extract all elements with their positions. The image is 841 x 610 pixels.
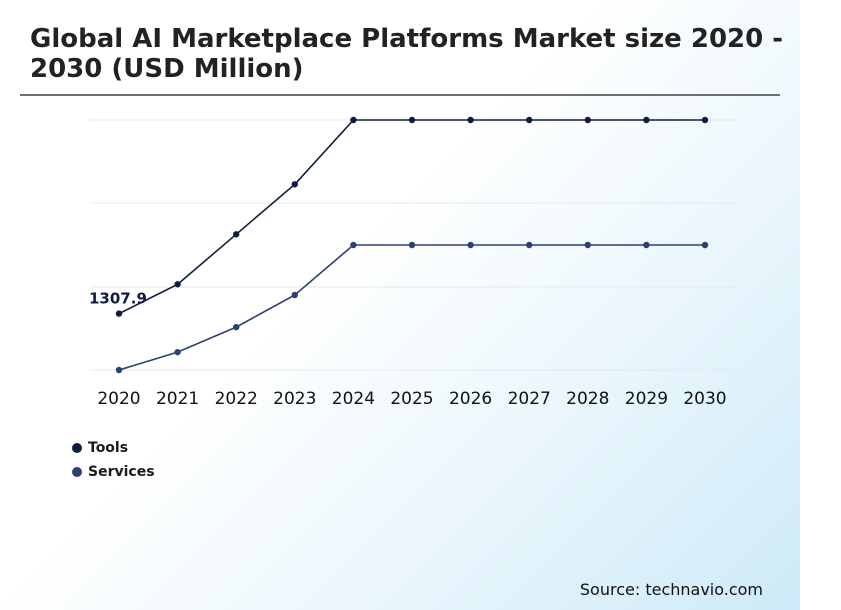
legend-item-services: Services (72, 460, 155, 484)
point-services-2021 (174, 349, 180, 355)
point-tools-2021 (174, 281, 180, 287)
point-services-2027 (526, 242, 532, 248)
point-services-2020 (116, 367, 122, 373)
point-tools-2020 (116, 310, 122, 316)
x-tick-2022: 2022 (215, 389, 258, 409)
x-tick-2020: 2020 (97, 389, 140, 409)
data-label-0: 1307.9 (89, 290, 147, 308)
x-tick-2029: 2029 (625, 389, 668, 409)
x-tick-2026: 2026 (449, 389, 492, 409)
point-tools-2029 (643, 117, 649, 123)
series-line-tools (119, 120, 705, 314)
legend-item-tools: Tools (72, 436, 155, 460)
legend: Tools Services (72, 436, 155, 484)
x-tick-2021: 2021 (156, 389, 199, 409)
point-tools-2025 (409, 117, 415, 123)
point-services-2030 (702, 242, 708, 248)
legend-swatch-tools (72, 443, 82, 453)
x-axis-ticks: 2020 2021 2022 2023 2024 2025 2026 2027 2028 2029… (97, 389, 726, 409)
chart-title: Global AI Marketplace Platforms Market s… (30, 24, 830, 84)
point-services-2024 (350, 242, 356, 248)
legend-label-services: Services (88, 464, 155, 480)
line-chart: 2020 2021 2022 2023 2024 2025 2026 2027 2028 2029… (0, 100, 800, 420)
legend-label-tools: Tools (88, 440, 128, 456)
point-services-2029 (643, 242, 649, 248)
point-tools-2028 (585, 117, 591, 123)
data-labels: 1307.9 (89, 290, 147, 308)
point-tools-2023 (292, 181, 298, 187)
x-tick-2027: 2027 (508, 389, 551, 409)
point-tools-2026 (467, 117, 473, 123)
source-note: Source: technavio.com (580, 580, 763, 599)
point-tools-2024 (350, 117, 356, 123)
point-services-2023 (292, 292, 298, 298)
point-services-2028 (585, 242, 591, 248)
point-tools-2027 (526, 117, 532, 123)
x-tick-2024: 2024 (332, 389, 375, 409)
point-services-2022 (233, 324, 239, 330)
x-tick-2023: 2023 (273, 389, 316, 409)
x-tick-2028: 2028 (566, 389, 609, 409)
legend-swatch-services (72, 467, 82, 477)
point-tools-2022 (233, 231, 239, 237)
point-services-2026 (467, 242, 473, 248)
point-services-2025 (409, 242, 415, 248)
title-divider (20, 94, 780, 96)
x-tick-2030: 2030 (683, 389, 726, 409)
point-tools-2030 (702, 117, 708, 123)
x-tick-2025: 2025 (390, 389, 433, 409)
series-line-services (119, 245, 705, 370)
